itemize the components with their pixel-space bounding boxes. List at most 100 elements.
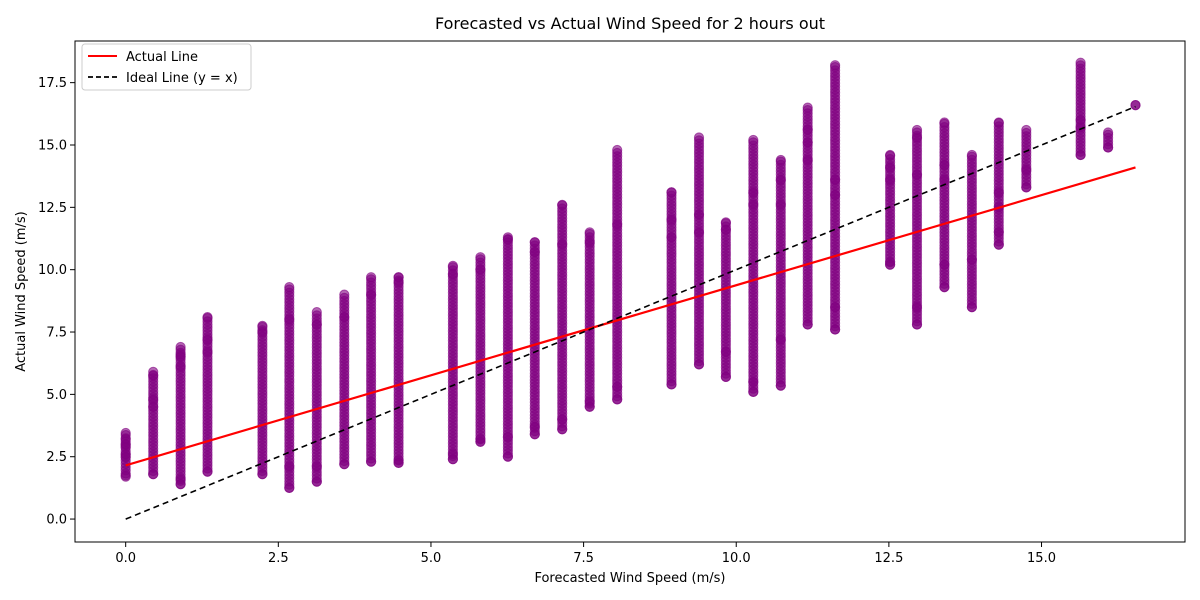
scatter-point: [885, 174, 896, 185]
scatter-point: [720, 346, 732, 358]
scatter-point: [1021, 164, 1032, 175]
scatter-point: [311, 476, 322, 487]
actual-line: [125, 166, 1136, 467]
scatter-point: [748, 199, 759, 210]
scatter-point: [175, 361, 186, 372]
scatter-point: [748, 187, 759, 198]
scatter-point: [885, 257, 896, 268]
scatter-point: [202, 334, 213, 345]
x-tick-label: 12.5: [874, 551, 903, 566]
x-tick-label: 7.5: [573, 551, 594, 566]
scatter-point: [502, 451, 513, 462]
scatter-point: [175, 474, 186, 485]
scatter-point: [802, 102, 813, 113]
scatter-point: [202, 312, 213, 323]
scatter-point: [1021, 124, 1032, 136]
x-tick-label: 2.5: [268, 551, 289, 566]
scatter-point: [911, 132, 923, 143]
scatter-point: [339, 312, 350, 323]
scatter-point: [830, 189, 841, 200]
scatter-point: [1130, 100, 1141, 111]
scatter-point: [830, 60, 841, 71]
x-tick-label: 5.0: [421, 551, 442, 566]
y-tick-label: 10.0: [38, 263, 67, 278]
scatter-point: [120, 427, 131, 439]
scatter-point: [693, 209, 705, 220]
y-axis-ticks: 0.0 2.5 5.0 7.5 10.0 12.5 15.0 17.5: [38, 76, 75, 528]
chart-title: Forecasted vs Actual Wind Speed for 2 ho…: [435, 14, 825, 33]
scatter-point: [284, 314, 295, 325]
scatter-point: [612, 394, 623, 405]
scatter-point: [693, 132, 705, 143]
scatter-point: [557, 239, 568, 250]
x-tick-label: 0.0: [115, 551, 136, 566]
scatter-point: [311, 461, 322, 472]
scatter-point: [339, 289, 350, 300]
scatter-point: [1021, 182, 1032, 193]
scatter-point: [885, 149, 896, 161]
scatter-point: [775, 154, 786, 166]
scatter-point: [557, 199, 568, 210]
scatter-point: [993, 239, 1004, 250]
x-axis-ticks: 0.0 2.5 5.0 7.5 10.0 12.5 15.0: [115, 542, 1056, 566]
y-tick-label: 5.0: [46, 388, 67, 403]
scatter-point: [393, 455, 404, 466]
scatter-point: [148, 401, 159, 412]
x-tick-label: 10.0: [722, 551, 751, 566]
scatter-point: [148, 469, 159, 480]
scatter-point: [502, 234, 513, 245]
scatter-point: [202, 346, 213, 358]
scatter-point: [993, 187, 1004, 198]
scatter-point: [475, 264, 486, 275]
legend-label-ideal-line: Ideal Line (y = x): [126, 71, 238, 86]
scatter-point: [612, 219, 623, 230]
scatter-point: [529, 421, 540, 432]
scatter-point: [257, 469, 268, 480]
scatter-point: [720, 371, 732, 382]
scatter-point: [748, 134, 759, 146]
y-tick-label: 12.5: [38, 201, 67, 216]
scatter-point: [775, 174, 786, 185]
scatter-point: [830, 324, 841, 335]
y-tick-label: 0.0: [46, 513, 67, 528]
scatter-point: [1075, 149, 1086, 161]
scatter-point: [284, 282, 295, 293]
scatter-point: [366, 289, 377, 300]
legend: Actual Line Ideal Line (y = x): [81, 43, 252, 91]
scatter-point: [447, 260, 458, 271]
scatter-point: [939, 259, 950, 270]
scatter-point: [775, 334, 786, 345]
x-axis-label: Forecasted Wind Speed (m/s): [534, 571, 725, 586]
scatter-point: [830, 302, 841, 313]
scatter-point: [666, 214, 677, 225]
scatter-point: [148, 366, 159, 377]
scatter-point: [529, 237, 540, 248]
x-tick-label: 15.0: [1027, 551, 1056, 566]
legend-box: [81, 43, 252, 91]
scatter-point: [584, 237, 595, 248]
scatter-point: [939, 159, 950, 170]
plot-frame: [74, 40, 1186, 543]
scatter-point: [775, 199, 786, 210]
scatter-point: [939, 174, 950, 185]
scatter-point: [966, 302, 978, 313]
scatter-point: [775, 380, 786, 391]
scatter-point: [612, 381, 623, 392]
scatter-point: [693, 359, 705, 370]
scatter-point: [993, 227, 1004, 238]
scatter-point: [584, 396, 595, 407]
scatter-point: [393, 277, 404, 288]
scatter-point: [339, 459, 350, 470]
scatter-point: [120, 470, 131, 481]
scatter-point: [311, 307, 322, 318]
scatter-point: [966, 254, 978, 265]
scatter-point: [284, 482, 295, 493]
scatter-point: [366, 456, 377, 467]
scatter-point: [1103, 127, 1114, 138]
scatter-point: [447, 269, 458, 280]
scatter-point: [966, 149, 978, 161]
scatter-point: [830, 174, 841, 185]
y-tick-label: 15.0: [38, 138, 67, 153]
scatter-point: [802, 154, 813, 166]
